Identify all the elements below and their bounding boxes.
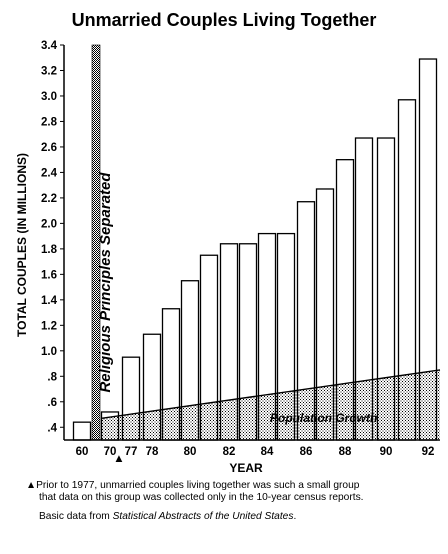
y-tick-label: 1.8 bbox=[41, 244, 58, 256]
footnote-line-1: ▲Prior to 1977, unmarried couples living… bbox=[26, 480, 360, 491]
x-tick-label: 70 bbox=[104, 446, 117, 458]
source-title: Statistical Abstracts of the United Stat… bbox=[113, 511, 294, 522]
y-tick-label: 2.2 bbox=[41, 193, 57, 205]
population-growth-label: Population Growth bbox=[270, 411, 377, 425]
bar-1960 bbox=[72, 421, 92, 441]
x-tick-label: 78 bbox=[146, 446, 159, 458]
separation-label: Religious Principles Separated bbox=[97, 172, 114, 393]
y-tick-label: 3.2 bbox=[41, 65, 57, 77]
y-tick-label: 1.6 bbox=[41, 269, 57, 281]
x-tick-label: 80 bbox=[184, 446, 197, 458]
x-axis-label: YEAR bbox=[229, 461, 263, 475]
x-tick-label: 60 bbox=[76, 446, 89, 458]
y-tick-label: .6 bbox=[47, 397, 57, 409]
chart-title: Unmarried Couples Living Together bbox=[72, 10, 377, 30]
population-growth-area bbox=[101, 369, 440, 440]
x-tick-label: 86 bbox=[300, 446, 313, 458]
x-tick-label: 88 bbox=[339, 446, 352, 458]
y-tick-label: 3.0 bbox=[41, 91, 57, 103]
marker-77: ▲ bbox=[113, 453, 124, 465]
x-tick-label: 90 bbox=[380, 446, 393, 458]
x-tick-label: 82 bbox=[223, 446, 236, 458]
y-tick-label: 3.4 bbox=[41, 40, 58, 52]
population-growth-line bbox=[101, 369, 441, 420]
x-tick-label: 77 bbox=[125, 446, 138, 458]
y-tick-label: 1.0 bbox=[41, 346, 57, 358]
y-tick-label: 2.0 bbox=[41, 218, 57, 230]
y-tick-label: 1.4 bbox=[41, 295, 58, 307]
source-note: Basic data from Statistical Abstracts of… bbox=[39, 511, 296, 522]
y-tick-label: 2.4 bbox=[41, 167, 58, 179]
x-tick-label: 92 bbox=[422, 446, 435, 458]
y-tick-label: 2.6 bbox=[41, 142, 57, 154]
y-tick-label: .4 bbox=[47, 422, 57, 434]
y-axis-label: TOTAL COUPLES (IN MILLIONS) bbox=[15, 153, 29, 337]
x-tick-label: 84 bbox=[261, 446, 274, 458]
y-tick-label: 1.2 bbox=[41, 320, 57, 332]
footnote-line-2: that data on this group was collected on… bbox=[39, 492, 364, 503]
source-suffix: . bbox=[293, 511, 296, 522]
y-tick-label: .8 bbox=[47, 371, 57, 383]
source-prefix: Basic data from bbox=[39, 511, 113, 522]
y-tick-label: 2.8 bbox=[41, 116, 58, 128]
